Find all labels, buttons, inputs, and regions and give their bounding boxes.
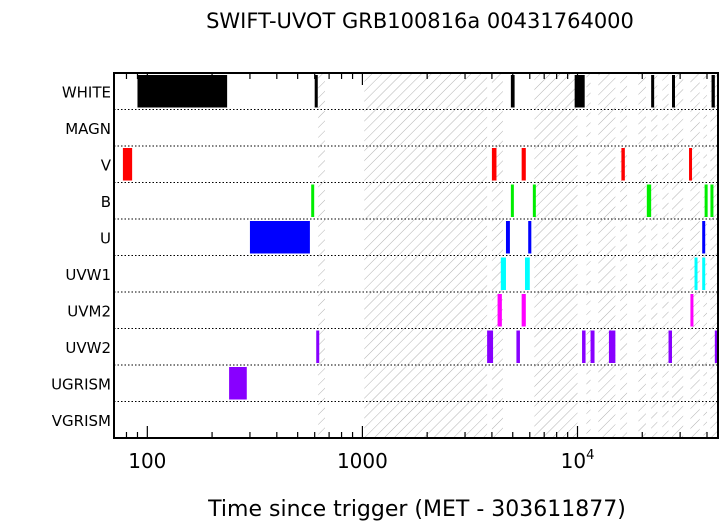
exposure-bar-b — [646, 184, 652, 217]
exposure-bars — [122, 75, 718, 400]
row-separators — [114, 109, 718, 402]
exposure-bar-uvw1 — [702, 257, 706, 290]
exposure-bar-v — [491, 148, 497, 181]
row-label-white: WHITE — [62, 83, 111, 101]
x-axis-label: Time since trigger (MET - 303611877) — [207, 497, 626, 522]
exposure-bar-uvw2 — [487, 330, 494, 363]
gap-region-9 — [662, 73, 669, 438]
x-tick-label: 100 — [128, 449, 166, 473]
row-labels: WHITE MAGN V BU UVW1 UVM2 UVW2 UGRISM VGRISM — [51, 83, 112, 430]
row-label-v: V — [101, 156, 112, 174]
exposure-bar-b — [710, 184, 714, 217]
exposure-bar-uvw2 — [582, 330, 586, 363]
exposure-bar-uvm2 — [521, 294, 526, 327]
exposure-bar-uvw2 — [316, 330, 320, 363]
gap-region-6 — [620, 73, 628, 438]
exposure-bar-b — [510, 184, 514, 217]
exposure-bar-white — [711, 75, 715, 108]
gap-region-12 — [703, 73, 707, 438]
plot-frame — [113, 72, 719, 439]
gap-region-13 — [710, 73, 718, 438]
gap-region-4 — [586, 73, 591, 438]
x-tick-label: 104 — [561, 448, 595, 473]
row-label-b: B — [101, 193, 111, 211]
exposure-bar-uvw2 — [714, 330, 718, 363]
exposure-bar-v — [521, 148, 526, 181]
exposure-bar-uvw1 — [500, 257, 506, 290]
exposure-bar-ugrism — [229, 367, 247, 400]
exposure-bar-uvw2 — [608, 330, 616, 363]
exposure-bar-uvw2 — [516, 330, 520, 363]
exposure-bar-v — [689, 148, 693, 181]
chart-title: SWIFT-UVOT GRB100816a 00431764000 — [206, 9, 634, 33]
exposure-bar-b — [532, 184, 536, 217]
exposure-bar-white — [671, 75, 675, 108]
exposure-bar-u — [528, 221, 532, 254]
row-label-vgrism: VGRISM — [52, 412, 111, 430]
exposure-bar-white — [574, 75, 585, 108]
row-label-u: U — [100, 229, 111, 247]
row-label-ugrism: UGRISM — [51, 375, 111, 393]
x-tick-labels: 100 1000 104 — [128, 448, 594, 473]
exposure-bar-uvm2 — [497, 294, 502, 327]
exposure-bar-white — [510, 75, 515, 108]
hatched-gaps — [318, 73, 718, 438]
exposure-bar-uvw1 — [524, 257, 530, 290]
exposure-bar-b — [704, 184, 708, 217]
exposure-bar-v — [621, 148, 625, 181]
exposure-bar-uvm2 — [690, 294, 694, 327]
x-tick-label: 1000 — [337, 449, 388, 473]
row-label-magn: MAGN — [65, 120, 111, 138]
exposure-bar-u — [702, 221, 706, 254]
row-label-uvm2: UVM2 — [67, 302, 111, 320]
gap-region-2 — [491, 73, 503, 438]
row-label-uvw2: UVW2 — [65, 339, 111, 357]
exposure-bar-uvw2 — [590, 330, 595, 363]
exposure-bar-u — [505, 221, 510, 254]
exposure-bar-b — [311, 184, 315, 217]
exposure-bar-uvw2 — [668, 330, 672, 363]
exposure-bar-white — [314, 75, 318, 108]
exposure-bar-white — [137, 75, 228, 108]
exposure-bar-u — [249, 221, 310, 254]
row-label-uvw1: UVW1 — [65, 266, 111, 284]
exposure-bar-uvw1 — [694, 257, 698, 290]
exposure-bar-white — [651, 75, 655, 108]
gap-region-7 — [638, 73, 646, 438]
exposure-bar-v — [122, 148, 133, 181]
